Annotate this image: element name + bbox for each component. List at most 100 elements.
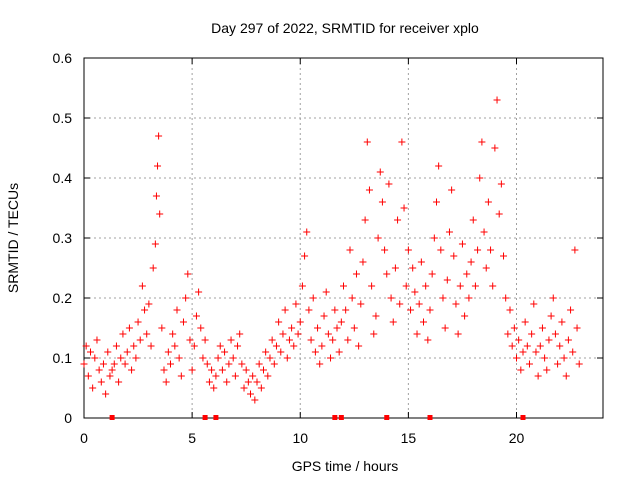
data-point bbox=[543, 366, 551, 374]
data-point bbox=[493, 96, 501, 104]
data-point bbox=[203, 360, 211, 368]
data-point bbox=[404, 246, 412, 254]
data-point bbox=[164, 348, 172, 356]
data-point bbox=[547, 312, 555, 320]
bottom-marker bbox=[338, 415, 344, 420]
bottom-marker bbox=[384, 415, 390, 420]
bottom-marker bbox=[213, 415, 219, 420]
data-point bbox=[82, 342, 90, 350]
data-point bbox=[234, 342, 242, 350]
data-point bbox=[240, 384, 248, 392]
data-point bbox=[564, 336, 572, 344]
data-point bbox=[513, 354, 520, 362]
y-tick-label: 0.4 bbox=[53, 170, 73, 186]
data-point bbox=[521, 318, 529, 326]
data-point bbox=[108, 366, 116, 374]
data-point bbox=[138, 282, 146, 290]
data-point bbox=[385, 180, 393, 188]
data-point bbox=[435, 162, 443, 170]
data-point bbox=[277, 348, 285, 356]
data-point bbox=[143, 330, 151, 338]
data-point bbox=[225, 360, 233, 368]
data-point bbox=[264, 372, 272, 380]
data-point bbox=[152, 192, 160, 200]
data-point bbox=[97, 378, 105, 386]
data-point bbox=[465, 294, 473, 302]
bottom-marker bbox=[202, 415, 208, 420]
data-point bbox=[205, 378, 213, 386]
data-point bbox=[216, 342, 224, 350]
data-point bbox=[357, 300, 365, 308]
data-point bbox=[398, 138, 406, 146]
data-point bbox=[134, 318, 142, 326]
data-point bbox=[448, 186, 456, 194]
data-point bbox=[420, 318, 428, 326]
data-point bbox=[368, 282, 376, 290]
data-point bbox=[500, 252, 508, 260]
bottom-marker bbox=[332, 415, 338, 420]
data-point bbox=[158, 324, 166, 332]
data-point bbox=[121, 360, 129, 368]
data-point bbox=[303, 228, 311, 236]
data-points bbox=[80, 96, 583, 404]
data-point bbox=[179, 318, 187, 326]
data-point bbox=[558, 318, 566, 326]
data-point bbox=[359, 258, 367, 266]
data-point bbox=[340, 282, 347, 290]
data-point bbox=[249, 372, 257, 380]
data-point bbox=[376, 168, 384, 176]
y-tick-label: 0 bbox=[64, 410, 72, 426]
data-point bbox=[458, 240, 466, 248]
data-point bbox=[253, 378, 261, 386]
data-point bbox=[329, 336, 337, 344]
data-point bbox=[184, 270, 192, 278]
data-point bbox=[355, 342, 363, 350]
data-point bbox=[212, 372, 220, 380]
data-point bbox=[502, 294, 510, 302]
data-point bbox=[151, 240, 159, 248]
data-point bbox=[125, 324, 133, 332]
data-point bbox=[415, 300, 423, 308]
data-point bbox=[383, 270, 391, 278]
data-point bbox=[331, 306, 339, 314]
data-point bbox=[391, 264, 399, 272]
data-point bbox=[262, 348, 270, 356]
data-point bbox=[314, 324, 322, 332]
data-point bbox=[227, 336, 235, 344]
y-axis-label: SRMTID / TECUs bbox=[5, 183, 21, 293]
chart-title: Day 297 of 2022, SRMTID for receiver xpl… bbox=[211, 20, 479, 36]
data-point bbox=[530, 300, 538, 308]
data-point bbox=[456, 282, 464, 290]
data-point bbox=[106, 372, 114, 380]
grid-lines bbox=[84, 58, 603, 418]
data-point bbox=[169, 330, 177, 338]
data-point bbox=[160, 366, 168, 374]
data-point bbox=[497, 180, 505, 188]
data-point bbox=[301, 252, 309, 260]
data-point bbox=[270, 360, 278, 368]
data-point bbox=[141, 306, 149, 314]
data-point bbox=[515, 336, 523, 344]
data-point bbox=[560, 354, 568, 362]
data-point bbox=[387, 294, 395, 302]
data-point bbox=[290, 342, 298, 350]
data-point bbox=[504, 330, 512, 338]
data-point bbox=[556, 342, 564, 350]
data-point bbox=[208, 366, 216, 374]
data-point bbox=[119, 330, 127, 338]
data-point bbox=[89, 384, 97, 392]
bottom-marker bbox=[520, 415, 526, 420]
y-tick-label: 0.3 bbox=[53, 230, 73, 246]
data-point bbox=[506, 306, 514, 314]
data-point bbox=[400, 204, 408, 212]
data-point bbox=[476, 174, 484, 182]
data-point bbox=[352, 270, 360, 278]
data-point bbox=[257, 384, 265, 392]
data-point bbox=[337, 318, 345, 326]
data-point bbox=[117, 354, 125, 362]
bottom-marker bbox=[427, 415, 433, 420]
data-point bbox=[99, 360, 107, 368]
data-point bbox=[112, 342, 120, 350]
data-point bbox=[91, 354, 99, 362]
